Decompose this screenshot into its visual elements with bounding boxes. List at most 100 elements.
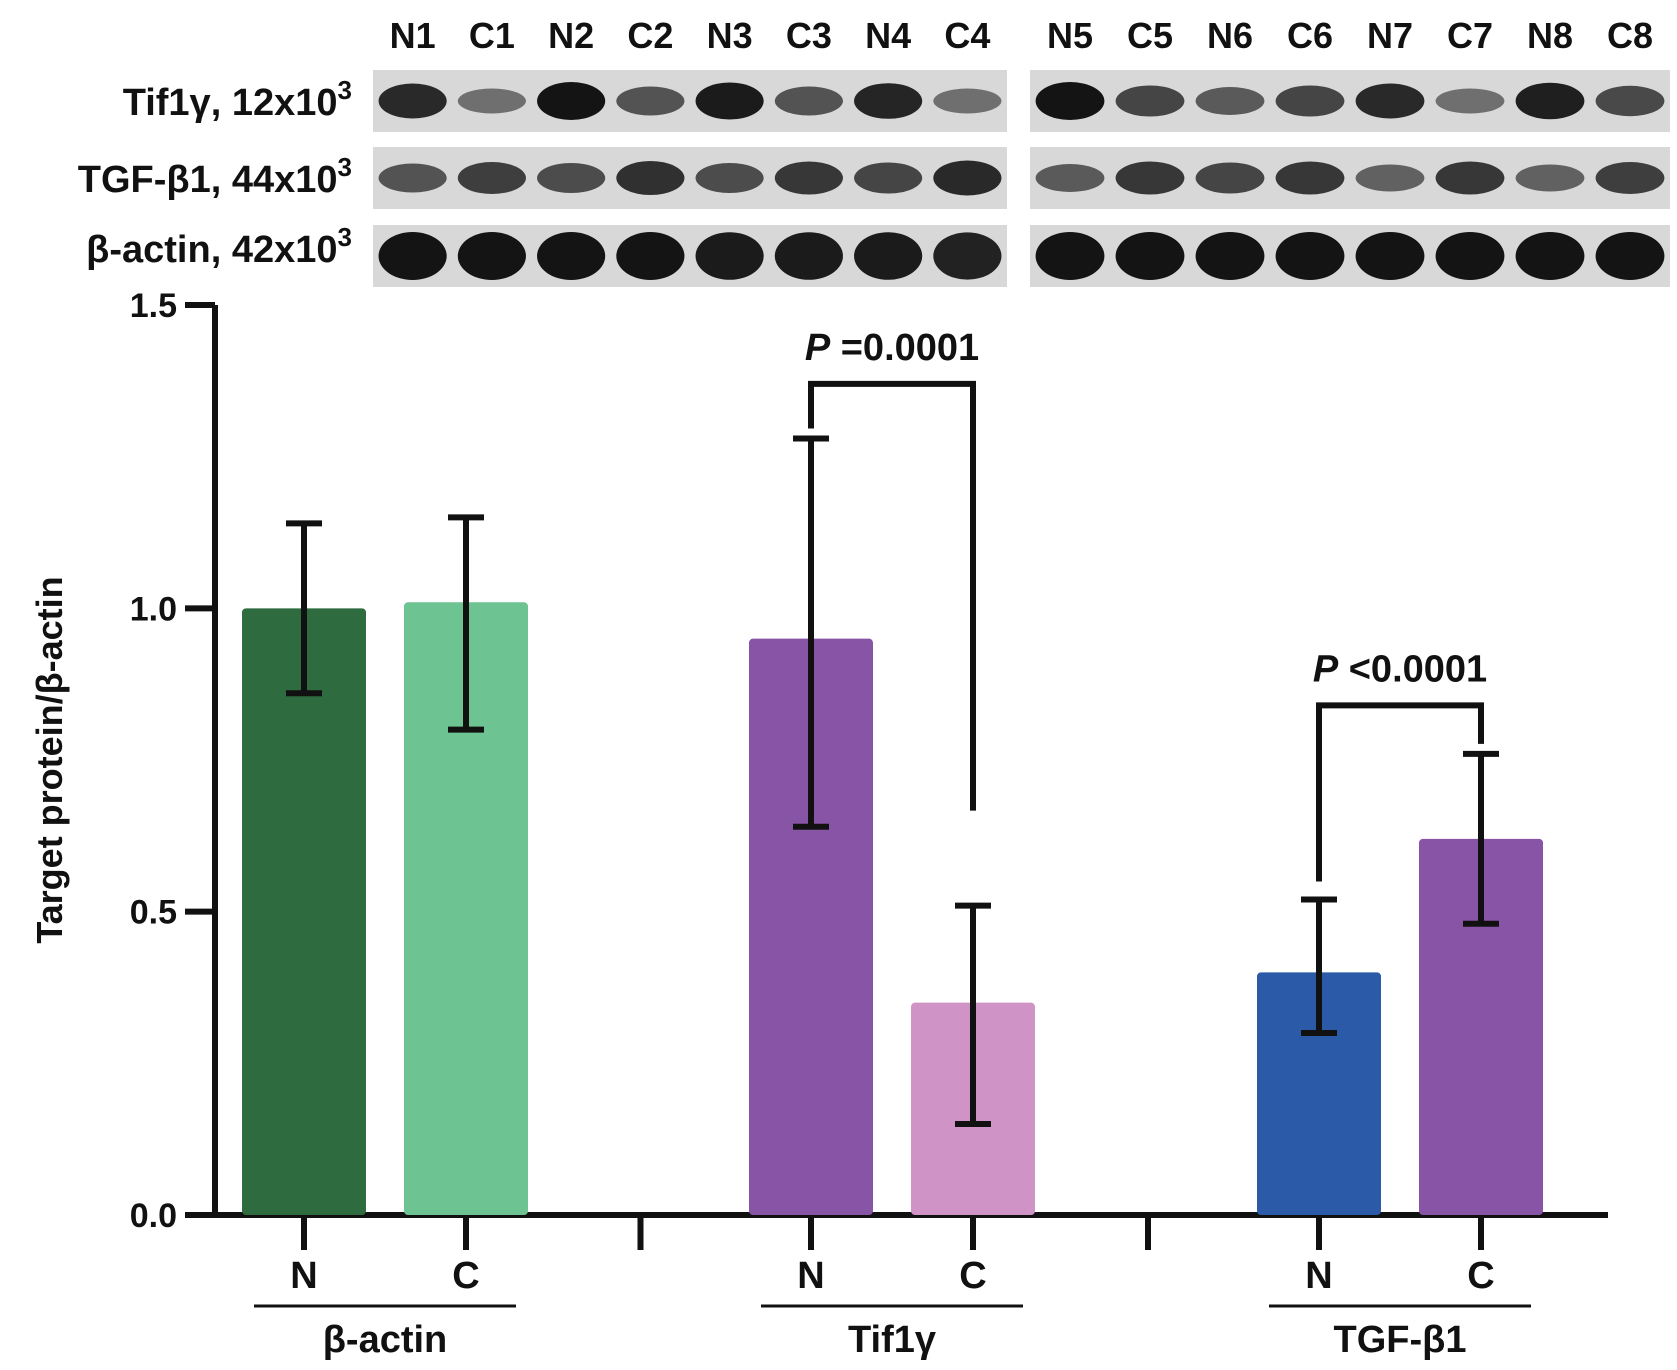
blot-band-c2: [616, 232, 685, 280]
blot-band-n4: [854, 232, 923, 280]
blot-band-n8: [1515, 82, 1585, 120]
blot-band-n5: [1035, 232, 1105, 280]
blot-band-c5: [1115, 232, 1185, 280]
blot-band-c3: [774, 232, 843, 280]
blot-band-n3: [695, 232, 764, 280]
blot-band-c5: [1115, 85, 1185, 117]
lane-label-c4: C4: [944, 15, 990, 56]
lane-label-c5: C5: [1127, 15, 1173, 56]
bar-chart: 0.0 0.5 1.0 1.5 Target protein/β-actin N Cβ-ac…: [29, 287, 1608, 1361]
group-label-tgf-1: TGF-β1: [1334, 1319, 1467, 1361]
blot-row-name: Tif1γ: [123, 82, 211, 124]
blot-band-n1: [378, 163, 447, 193]
blot-row-label: β-actin, 42x103: [86, 222, 352, 271]
blot-row-exponent: 3: [338, 75, 352, 105]
blot-band-n3: [695, 82, 764, 120]
blot-band-n1: [378, 232, 447, 280]
blot-row-times: x: [274, 229, 295, 271]
blot-band-n7: [1355, 164, 1425, 192]
blot-band-c1: [457, 232, 526, 280]
blot-band-n7: [1355, 232, 1425, 280]
lane-label-n8: N8: [1527, 15, 1573, 56]
blot-band-c3: [774, 86, 843, 116]
blot-row-times: x: [274, 159, 295, 201]
blot-band-n5: [1035, 164, 1105, 192]
blot-row-exponent: 3: [338, 222, 352, 252]
blot-row-mass: 42: [232, 229, 274, 271]
p-value-prefix: P: [1313, 648, 1339, 690]
lane-label-n3: N3: [707, 15, 753, 56]
p-value-prefix: P: [805, 327, 831, 369]
blot-row-power: 10: [295, 229, 337, 271]
x-tick-label-tgf-1-n: N: [1305, 1255, 1332, 1297]
blot-row-name: β-actin: [86, 229, 211, 271]
lane-label-c3: C3: [786, 15, 832, 56]
blot-row-sep: ,: [211, 159, 232, 201]
blot-band-c8: [1595, 232, 1665, 280]
blot-row-mass: 44: [232, 159, 274, 201]
blot-band-n6: [1195, 232, 1265, 280]
blot-band-c7: [1435, 232, 1505, 280]
bar--actin-n: [242, 608, 366, 1215]
blot-band-c7: [1435, 161, 1505, 195]
lane-label-n6: N6: [1207, 15, 1253, 56]
blot-band-c1: [457, 162, 526, 194]
lane-label-n1: N1: [390, 15, 436, 56]
blot-band-c7: [1435, 88, 1505, 114]
blot-band-c3: [774, 161, 843, 195]
blot-band-c1: [457, 88, 526, 114]
blot-band-c6: [1275, 85, 1345, 117]
lane-label-n7: N7: [1367, 15, 1413, 56]
western-blot-panel: N1 C1 N2 C2 N3 C3 N4 C4 N5 C5 N6 C6 N7 C7 N8 C8 Tif1γ, 1…: [78, 15, 1670, 287]
y-tick-label: 1.5: [130, 287, 177, 325]
blot-band-n3: [695, 163, 764, 193]
blot-band-c4: [933, 232, 1002, 280]
x-tick-label-tgf-1-c: C: [1467, 1255, 1494, 1297]
lane-label-c2: C2: [627, 15, 673, 56]
bar-tgf-1-c: [1419, 838, 1543, 1215]
bar-tif1-n: [749, 638, 873, 1215]
blot-band-n2: [537, 163, 606, 193]
significance-bracket-tif1: [808, 380, 976, 811]
lane-label-c6: C6: [1287, 15, 1333, 56]
y-tick-label: 0.5: [130, 894, 177, 932]
blot-band-c8: [1595, 162, 1665, 194]
blot-band-n2: [537, 232, 606, 280]
blot-band-n4: [854, 162, 923, 194]
blot-band-n8: [1515, 232, 1585, 280]
significance-bracket-tgf-1: [1316, 702, 1484, 882]
blot-band-c5: [1115, 161, 1185, 195]
blot-band-n4: [854, 83, 923, 119]
blot-row-exponent: 3: [338, 152, 352, 182]
blot-row-mass: 12: [232, 82, 274, 124]
blot-band-c2: [616, 86, 685, 116]
p-value-label-tif1: P =0.0001: [805, 327, 979, 369]
x-tick-label-tif1-c: C: [959, 1255, 986, 1297]
blot-row-sep: ,: [211, 229, 232, 271]
blot-row-power: 10: [295, 82, 337, 124]
group-label--actin: β-actin: [323, 1319, 448, 1361]
blot-band-n2: [537, 82, 606, 120]
lane-label-n2: N2: [548, 15, 594, 56]
lane-label-c1: C1: [469, 15, 515, 56]
blot-band-c8: [1595, 85, 1665, 117]
p-value-label-tgf-1: P <0.0001: [1313, 648, 1487, 690]
bar--actin-c: [404, 602, 528, 1215]
blot-band-n5: [1035, 82, 1105, 120]
x-tick-label--actin-n: N: [290, 1255, 317, 1297]
lane-label-n5: N5: [1047, 15, 1093, 56]
blot-band-n7: [1355, 83, 1425, 119]
y-axis-title: Target protein/β-actin: [29, 576, 70, 943]
blot-band-n6: [1195, 87, 1265, 115]
blot-band-n6: [1195, 162, 1265, 194]
bar-tgf-1-n: [1257, 972, 1381, 1215]
lane-label-c8: C8: [1607, 15, 1653, 56]
blot-row-label: TGF-β1, 44x103: [78, 152, 352, 201]
blot-row-label: Tif1γ, 12x103: [123, 75, 352, 124]
x-tick-label-tif1-n: N: [797, 1255, 824, 1297]
lane-label-c7: C7: [1447, 15, 1493, 56]
blot-row-power: 10: [295, 159, 337, 201]
blot-band-c6: [1275, 161, 1345, 195]
blot-row-times: x: [274, 82, 295, 124]
